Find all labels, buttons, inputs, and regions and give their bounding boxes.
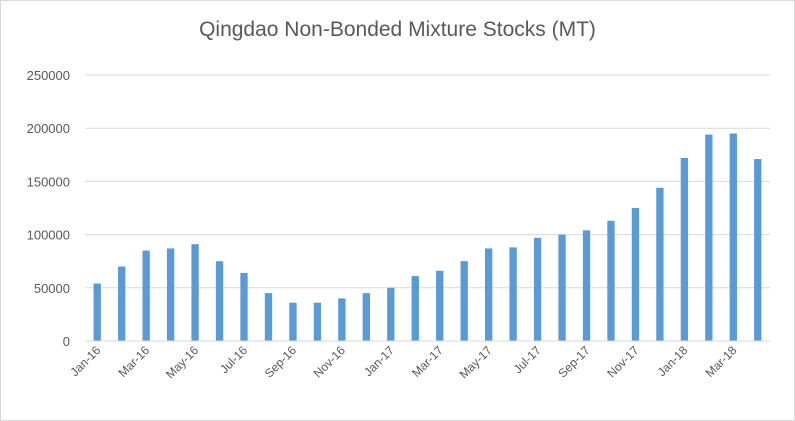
chart-title: Qingdao Non-Bonded Mixture Stocks (MT) <box>199 18 596 41</box>
bar-may-17 <box>484 248 493 341</box>
y-tick-label: 250000 <box>27 68 70 83</box>
x-tick-label: Jan-16 <box>68 343 104 379</box>
bar-oct-17 <box>607 220 615 341</box>
x-tick-label: Sep-17 <box>555 343 592 380</box>
bar-apr-16 <box>166 248 175 341</box>
x-axis-ticks: Jan-16 Mar-16 May-16 Jul-16 Sep-16 Nov-16 Jan-… <box>68 343 740 381</box>
x-tick-label: Mar-17 <box>409 343 446 380</box>
x-tick-label: Jan-17 <box>361 343 397 379</box>
x-tick-label: Mar-18 <box>703 343 740 380</box>
x-tick-label: Sep-16 <box>262 343 299 380</box>
bar-nov-16 <box>338 298 346 341</box>
bar-apr-18 <box>754 159 762 341</box>
y-tick-label: 50000 <box>34 281 70 296</box>
bar-sep-16 <box>289 302 297 341</box>
bar-nov-17 <box>631 208 640 341</box>
bar-mar-16 <box>142 250 150 341</box>
y-tick-label: 0 <box>63 334 70 349</box>
bar-aug-16 <box>264 293 273 341</box>
bar-apr-17 <box>460 261 468 341</box>
gridlines <box>85 74 770 289</box>
y-axis-ticks: 0 50000 100000 150000 200000 250000 <box>27 68 70 349</box>
bar-feb-18 <box>705 134 713 341</box>
bar-jan-18 <box>680 157 689 341</box>
bar-mar-17 <box>436 270 444 341</box>
bar-dec-16 <box>362 293 371 341</box>
x-tick-label: Mar-16 <box>116 343 153 380</box>
bar-may-16 <box>191 244 199 341</box>
bar-feb-17 <box>411 276 419 341</box>
x-tick-label: Nov-17 <box>604 343 641 380</box>
bar-aug-17 <box>558 234 566 341</box>
bar-jun-16 <box>215 261 224 341</box>
bar-oct-16 <box>313 302 322 341</box>
y-tick-label: 150000 <box>27 174 70 189</box>
bar-jan-16 <box>93 283 101 341</box>
y-tick-label: 100000 <box>27 228 70 243</box>
x-tick-label: Nov-16 <box>311 343 348 380</box>
x-tick-label: Jul-17 <box>511 343 544 376</box>
x-tick-label: May-17 <box>457 343 495 381</box>
bar-jul-16 <box>240 272 248 341</box>
x-tick-label: May-16 <box>163 343 201 381</box>
x-tick-label: Jan-18 <box>655 343 691 379</box>
bar-mar-18 <box>729 133 737 341</box>
bar-sep-17 <box>582 230 591 341</box>
bar-jan-17 <box>387 287 395 341</box>
bar-feb-16 <box>118 266 126 341</box>
x-tick-label: Jul-16 <box>217 343 250 376</box>
bar-dec-17 <box>656 187 664 341</box>
bar-jun-17 <box>509 247 517 341</box>
y-tick-label: 200000 <box>27 121 70 136</box>
bars <box>93 133 762 341</box>
bar-jul-17 <box>533 237 542 341</box>
